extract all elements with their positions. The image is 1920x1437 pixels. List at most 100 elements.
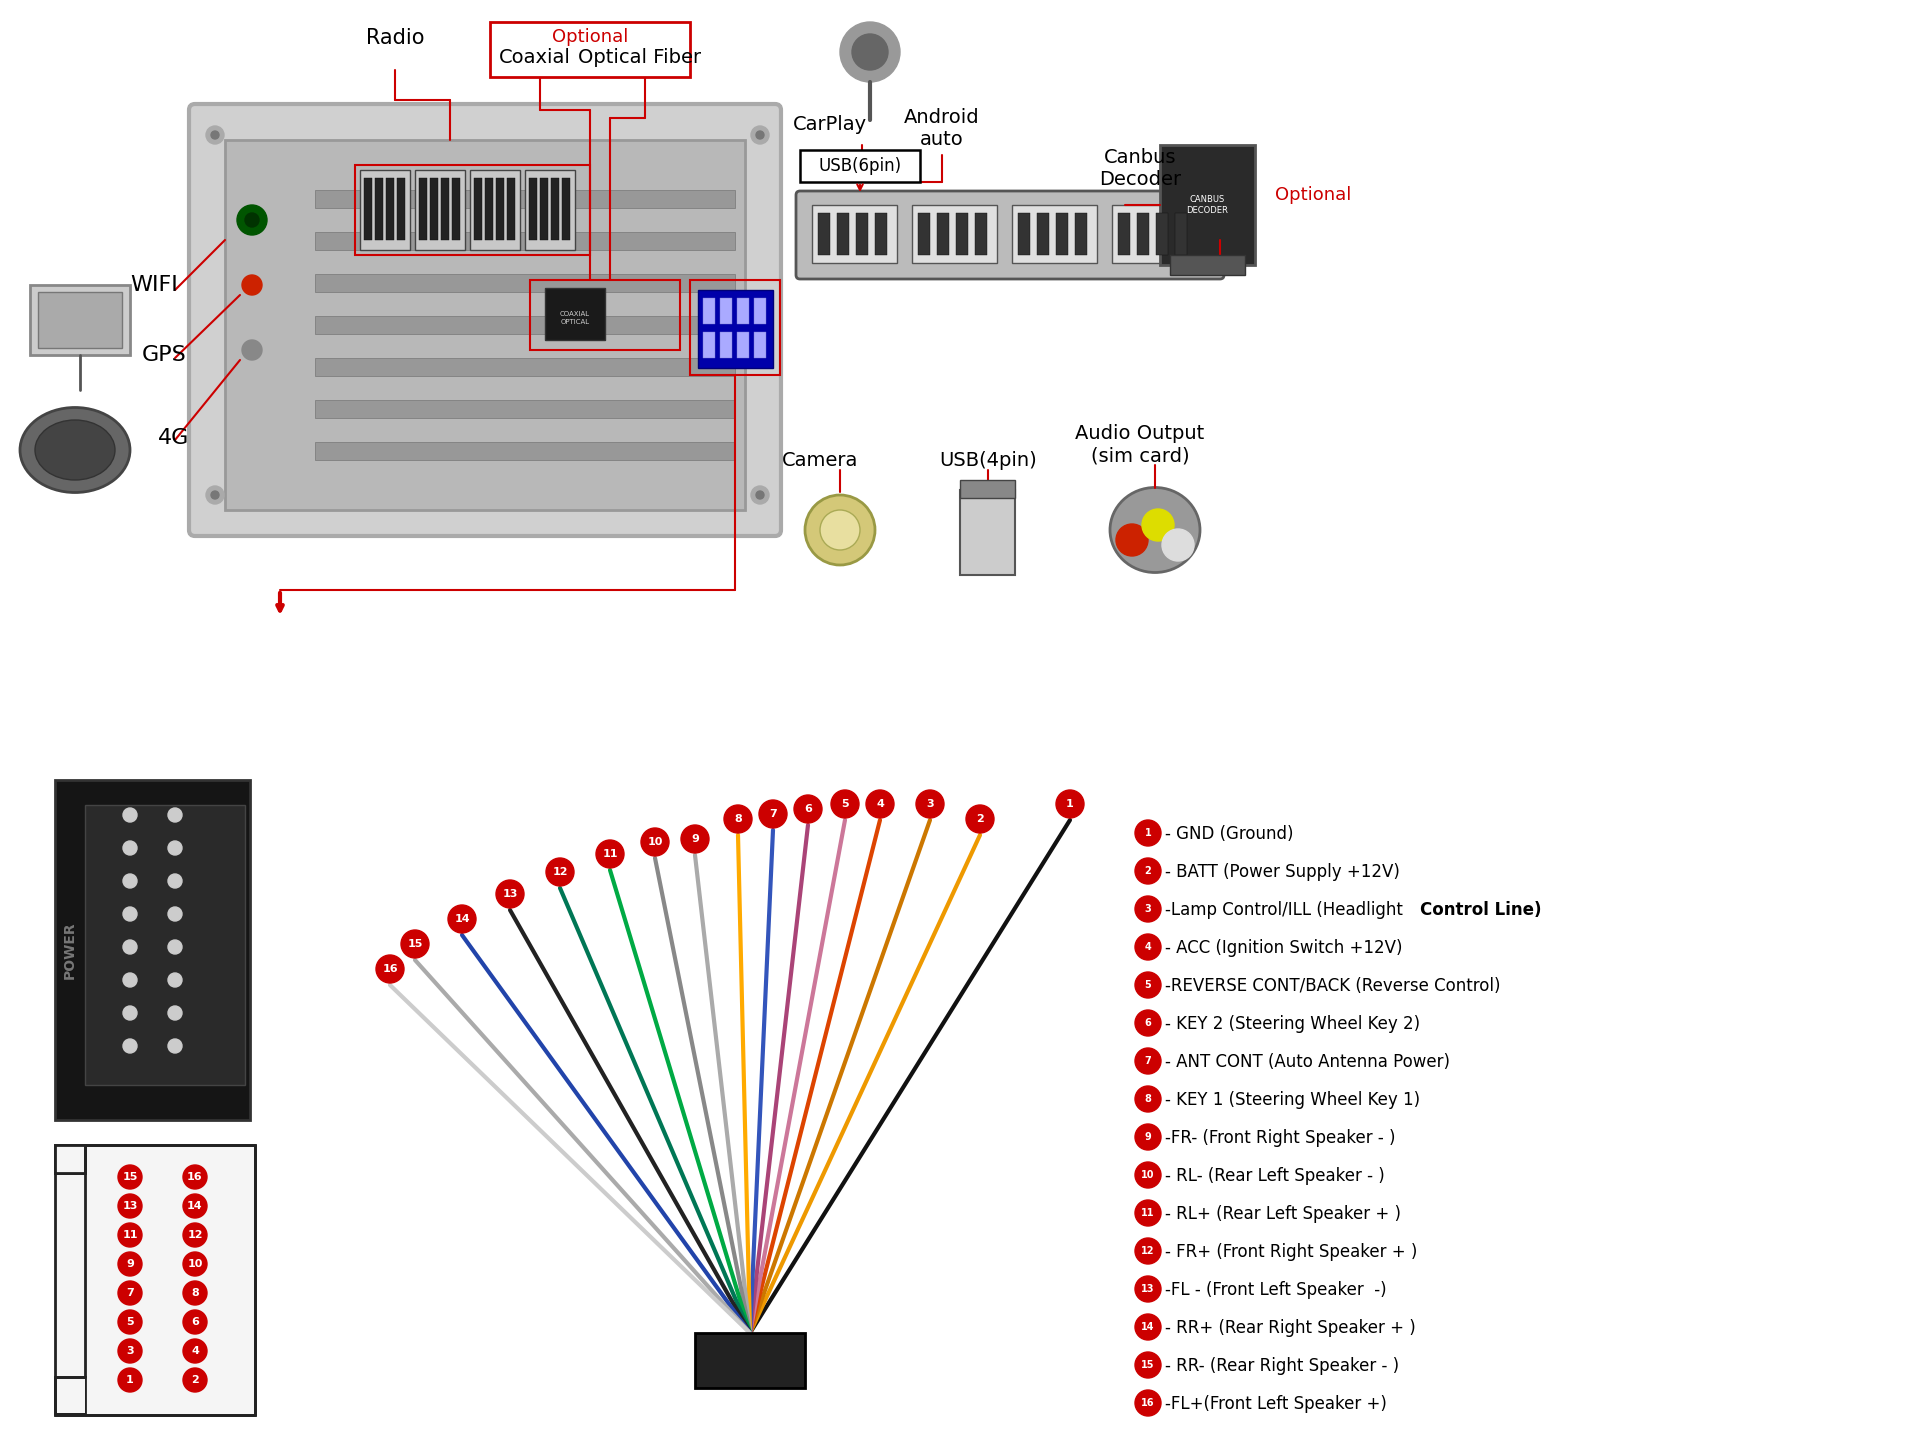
Text: - BATT (Power Supply +12V): - BATT (Power Supply +12V) — [1165, 864, 1400, 881]
Bar — [689, 280, 780, 375]
Bar — [960, 480, 1016, 499]
Circle shape — [123, 808, 136, 822]
Text: - RL+ (Rear Left Speaker + ): - RL+ (Rear Left Speaker + ) — [1165, 1206, 1402, 1223]
Bar — [495, 178, 503, 240]
Bar — [737, 297, 749, 323]
Bar — [442, 178, 449, 240]
Text: 10: 10 — [647, 836, 662, 846]
Bar — [837, 213, 849, 254]
Bar — [374, 178, 382, 240]
Text: 12: 12 — [1140, 1246, 1154, 1256]
Circle shape — [123, 907, 136, 921]
Bar — [56, 780, 250, 1119]
Bar — [84, 805, 246, 1085]
Circle shape — [182, 1339, 207, 1364]
Text: Control Line): Control Line) — [1421, 901, 1542, 920]
Text: 11: 11 — [603, 849, 618, 859]
Circle shape — [182, 1252, 207, 1276]
Bar — [703, 332, 714, 358]
Text: 12: 12 — [553, 867, 568, 877]
Text: - RL- (Rear Left Speaker - ): - RL- (Rear Left Speaker - ) — [1165, 1167, 1384, 1186]
Circle shape — [123, 874, 136, 888]
Text: 3: 3 — [127, 1346, 134, 1357]
Circle shape — [1135, 934, 1162, 960]
Circle shape — [117, 1280, 142, 1305]
Text: 1: 1 — [1066, 799, 1073, 809]
Text: -FL - (Front Left Speaker  -): -FL - (Front Left Speaker -) — [1165, 1280, 1386, 1299]
Circle shape — [1135, 971, 1162, 999]
Ellipse shape — [1110, 487, 1200, 572]
Circle shape — [117, 1165, 142, 1188]
Bar — [703, 297, 714, 323]
Text: 9: 9 — [1144, 1132, 1152, 1142]
Text: Optional: Optional — [551, 27, 628, 46]
Bar — [361, 170, 411, 250]
Circle shape — [495, 879, 524, 908]
Circle shape — [1135, 1276, 1162, 1302]
FancyBboxPatch shape — [188, 103, 781, 536]
Bar — [474, 178, 482, 240]
Text: -FL+(Front Left Speaker +): -FL+(Front Left Speaker +) — [1165, 1395, 1386, 1413]
Text: 6: 6 — [804, 803, 812, 813]
Bar — [524, 170, 574, 250]
Bar — [315, 443, 735, 460]
Bar — [415, 170, 465, 250]
Text: 3: 3 — [1144, 904, 1152, 914]
Circle shape — [1135, 1163, 1162, 1188]
Text: 10: 10 — [188, 1259, 204, 1269]
Bar — [937, 213, 948, 254]
Text: 1: 1 — [127, 1375, 134, 1385]
Circle shape — [236, 205, 267, 236]
Bar — [755, 297, 766, 323]
Bar — [225, 139, 745, 510]
Circle shape — [1135, 1200, 1162, 1226]
Circle shape — [246, 213, 259, 227]
Text: Optical Fiber: Optical Fiber — [578, 47, 701, 68]
Circle shape — [831, 790, 858, 818]
Text: 6: 6 — [192, 1316, 200, 1326]
Text: WIFI: WIFI — [131, 274, 179, 295]
Circle shape — [376, 956, 403, 983]
Bar — [1075, 213, 1087, 254]
Bar — [419, 178, 426, 240]
Bar — [315, 274, 735, 292]
Circle shape — [169, 874, 182, 888]
Circle shape — [1135, 1313, 1162, 1339]
Text: 7: 7 — [770, 809, 778, 819]
Bar — [1137, 213, 1148, 254]
Circle shape — [182, 1194, 207, 1219]
Text: 14: 14 — [455, 914, 470, 924]
Bar — [1018, 213, 1029, 254]
Circle shape — [758, 800, 787, 828]
Circle shape — [169, 841, 182, 855]
Ellipse shape — [820, 510, 860, 550]
Text: 9: 9 — [127, 1259, 134, 1269]
Bar — [1160, 145, 1256, 264]
Circle shape — [169, 973, 182, 987]
Circle shape — [169, 907, 182, 921]
Bar — [507, 178, 515, 240]
Text: Camera: Camera — [781, 451, 858, 470]
Circle shape — [595, 841, 624, 868]
Text: -FR- (Front Right Speaker - ): -FR- (Front Right Speaker - ) — [1165, 1129, 1396, 1147]
Circle shape — [205, 486, 225, 504]
Text: 16: 16 — [1140, 1398, 1154, 1408]
Ellipse shape — [35, 420, 115, 480]
Circle shape — [169, 1039, 182, 1053]
Circle shape — [182, 1223, 207, 1247]
Circle shape — [182, 1165, 207, 1188]
Text: 2: 2 — [975, 813, 983, 823]
Bar — [530, 280, 680, 351]
Circle shape — [447, 905, 476, 933]
Circle shape — [545, 858, 574, 887]
Bar — [1012, 205, 1096, 263]
Circle shape — [682, 825, 708, 854]
Bar — [699, 290, 774, 368]
Circle shape — [1162, 529, 1194, 560]
Circle shape — [1056, 790, 1085, 818]
Circle shape — [123, 841, 136, 855]
Bar — [912, 205, 996, 263]
Text: 15: 15 — [407, 938, 422, 948]
Circle shape — [1135, 1352, 1162, 1378]
Circle shape — [169, 808, 182, 822]
